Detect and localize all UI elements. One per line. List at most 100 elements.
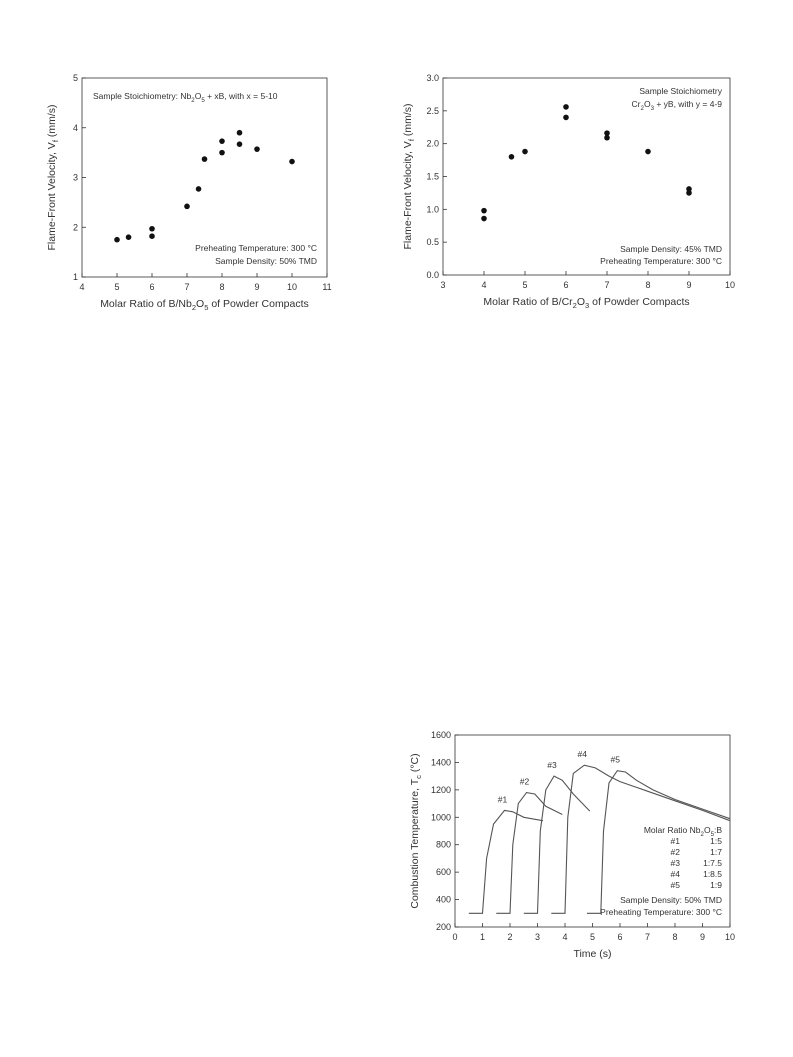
y-tick-label: 800 xyxy=(436,840,451,850)
y-tick-label: 1.5 xyxy=(426,172,439,182)
x-tick-label: 6 xyxy=(563,280,568,290)
x-tick-label: 7 xyxy=(645,932,650,942)
x-tick-label: 9 xyxy=(254,282,259,292)
combustion-temperature-chart: 0 1 2 3 4 5 6 7 8 9 10 200 400 600 800 1000 1200 1400 1600… xyxy=(409,730,735,960)
annotation-density: Sample Density: 50% TMD xyxy=(620,895,722,905)
data-point xyxy=(125,234,132,240)
series-label: #2 xyxy=(520,777,530,787)
y-axis-label: Combustion Temperature, Tc (°C) xyxy=(409,753,423,908)
x-tick-label: 10 xyxy=(287,282,297,292)
data-point xyxy=(686,186,692,192)
annotation-stoichiometry: Sample Stoichiometry: Nb2O5 + xB, with x… xyxy=(93,91,278,104)
annotation-stoichiometry-title: Sample Stoichiometry xyxy=(639,86,722,96)
y-tick-label: 2 xyxy=(73,222,78,232)
data-point xyxy=(184,203,190,210)
data-point xyxy=(522,148,528,155)
y-axis-label: Flame-Front Velocity, Vf (mm/s) xyxy=(46,104,60,250)
data-point xyxy=(149,233,155,240)
series-label: #5 xyxy=(611,755,621,765)
y-tick-label: 400 xyxy=(436,895,451,905)
x-tick-label: 3 xyxy=(440,280,445,290)
data-point xyxy=(563,114,569,121)
y-tick-label: 1600 xyxy=(431,730,451,740)
y-tick-label: 1400 xyxy=(431,757,451,767)
data-point xyxy=(604,130,610,136)
annotation-density: Sample Density: 45% TMD xyxy=(620,244,722,254)
data-point xyxy=(236,141,243,147)
x-tick-label: 4 xyxy=(79,282,84,292)
x-tick-label: 11 xyxy=(322,282,331,292)
legend-entry-name: #2 xyxy=(671,847,681,857)
y-tick-label: 0.5 xyxy=(426,237,439,247)
x-tick-label: 5 xyxy=(114,282,119,292)
y-tick-label: 2.5 xyxy=(426,106,439,116)
data-point xyxy=(201,156,208,162)
y-tick-label: 3 xyxy=(73,173,78,183)
y-tick-label: 1.0 xyxy=(426,204,439,214)
x-tick-label: 10 xyxy=(725,280,735,290)
y-tick-label: 1000 xyxy=(431,812,451,822)
legend-entry-name: #5 xyxy=(671,880,681,890)
y-axis-label: Flame-Front Velocity, Vf (mm/s) xyxy=(402,103,416,249)
annotation-preheat: Preheating Temperature: 300 °C xyxy=(195,243,317,253)
series-label: #3 xyxy=(547,760,557,770)
data-point xyxy=(686,190,692,196)
series-label: #1 xyxy=(498,794,508,804)
x-tick-label: 7 xyxy=(184,282,189,292)
data-point xyxy=(481,207,487,214)
y-tick-label: 1200 xyxy=(431,785,451,795)
legend-entry-ratio: 1:9 xyxy=(710,880,722,890)
x-tick-label: 10 xyxy=(725,932,735,942)
y-tick-label: 200 xyxy=(436,922,451,932)
data-point xyxy=(645,148,651,155)
y-tick-label: 2.0 xyxy=(426,139,439,149)
y-tick-label: 600 xyxy=(436,867,451,877)
data-point xyxy=(508,154,515,160)
data-point xyxy=(219,149,225,156)
data-point xyxy=(236,129,243,136)
x-tick-label: 7 xyxy=(604,280,609,290)
data-point xyxy=(604,134,610,141)
x-tick-label: 5 xyxy=(590,932,595,942)
annotation-preheat: Preheating Temperature: 300 °C xyxy=(600,256,722,266)
x-tick-label: 8 xyxy=(645,280,650,290)
legend-entry-ratio: 1:7.5 xyxy=(703,858,722,868)
annotation-density: Sample Density: 50% TMD xyxy=(215,256,317,266)
series-line xyxy=(523,775,591,914)
y-tick-label: 4 xyxy=(73,123,78,133)
legend-entry-name: #1 xyxy=(671,836,681,846)
x-tick-label: 0 xyxy=(452,932,457,942)
data-point xyxy=(219,138,225,144)
x-axis-label: Time (s) xyxy=(573,948,611,960)
x-tick-label: 9 xyxy=(700,932,705,942)
y-tick-label: 1 xyxy=(73,272,78,282)
legend-entry-name: #3 xyxy=(671,858,681,868)
annotation-preheat: Preheating Temperature: 300 °C xyxy=(600,907,722,917)
x-tick-label: 8 xyxy=(219,282,224,292)
x-tick-label: 6 xyxy=(149,282,154,292)
y-tick-label: 5 xyxy=(73,73,78,83)
x-tick-label: 3 xyxy=(535,932,540,942)
legend-entry-ratio: 1:7 xyxy=(710,847,722,857)
data-point xyxy=(149,225,155,232)
x-tick-label: 9 xyxy=(686,280,691,290)
data-point xyxy=(481,215,487,222)
x-tick-label: 2 xyxy=(507,932,512,942)
cr-velocity-chart: 3 4 5 6 7 8 9 10 0.0 0.5 1.0 1.5 2.0 2.5 3.0 Molar Rati… xyxy=(402,73,735,310)
y-tick-label: 3.0 xyxy=(426,73,439,83)
x-axis-label: Molar Ratio of B/Nb2O5 of Powder Compact… xyxy=(100,298,309,312)
data-point xyxy=(254,146,260,152)
x-tick-label: 5 xyxy=(522,280,527,290)
data-point xyxy=(114,236,120,243)
y-tick-label: 0.0 xyxy=(426,270,439,280)
series-line xyxy=(468,809,544,914)
data-point xyxy=(289,158,295,165)
legend-title: Molar Ratio Nb2O5:B xyxy=(644,825,723,838)
legend-entry-name: #4 xyxy=(671,869,681,879)
data-point xyxy=(195,186,202,192)
series-label: #4 xyxy=(578,749,588,759)
series-line xyxy=(587,770,731,914)
x-axis-label: Molar Ratio of B/Cr2O3 of Powder Compact… xyxy=(483,296,689,310)
series-line xyxy=(551,764,731,914)
